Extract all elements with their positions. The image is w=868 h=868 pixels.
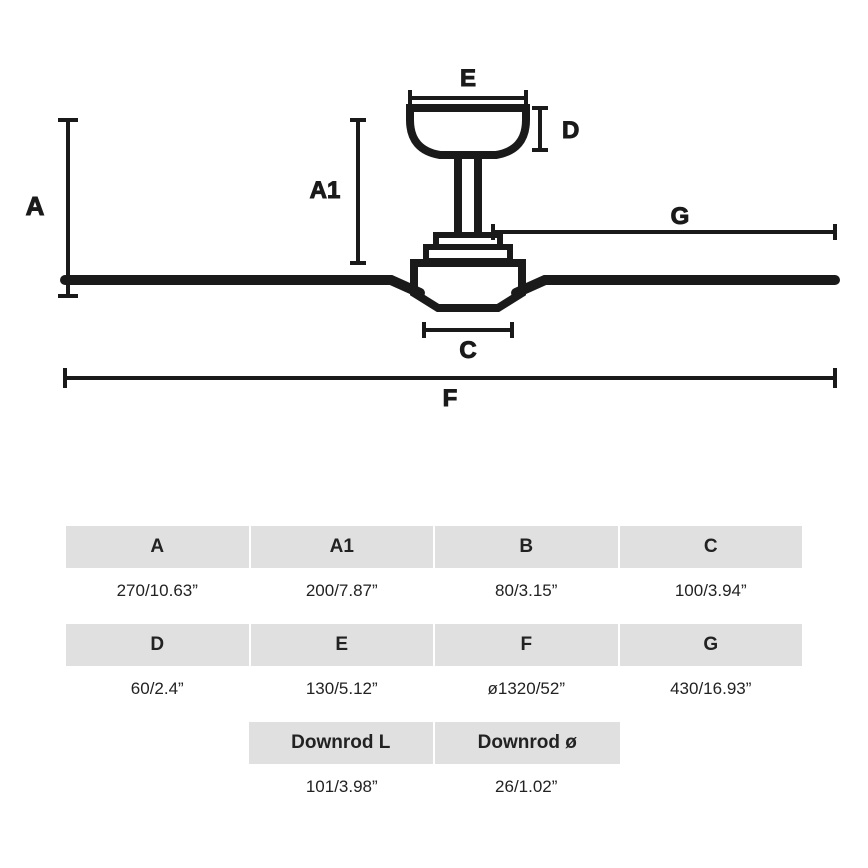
spec-row-1-values: 270/10.63” 200/7.87” 80/3.15” 100/3.94” xyxy=(65,569,803,623)
value-e: 130/5.12” xyxy=(250,667,435,721)
header-d: D xyxy=(66,624,249,666)
spec-row-3-values: 101/3.98” 26/1.02” xyxy=(65,765,803,819)
value-downrod-l: 101/3.98” xyxy=(250,765,435,819)
label-a: A xyxy=(26,191,45,221)
spec-row-2-headers: D E F G xyxy=(65,623,803,667)
header-g: G xyxy=(620,624,803,666)
fan-diagram: E D A1 A G xyxy=(0,0,868,420)
label-d: D xyxy=(562,117,579,144)
header-c: C xyxy=(620,526,803,568)
value-a: 270/10.63” xyxy=(65,569,250,623)
value-c: 100/3.94” xyxy=(619,569,804,623)
header-e: E xyxy=(251,624,434,666)
spec-table: A A1 B C 270/10.63” 200/7.87” 80/3.15” 1… xyxy=(65,525,803,819)
label-e: E xyxy=(460,65,476,92)
spec-row-1-headers: A A1 B C xyxy=(65,525,803,569)
header-b: B xyxy=(435,526,618,568)
value-f: ø1320/52” xyxy=(434,667,619,721)
label-f: F xyxy=(443,385,458,412)
header-a: A xyxy=(66,526,249,568)
header-a1: A1 xyxy=(251,526,434,568)
value-a1: 200/7.87” xyxy=(250,569,435,623)
value-d: 60/2.4” xyxy=(65,667,250,721)
label-g: G xyxy=(671,203,690,230)
header-f: F xyxy=(435,624,618,666)
header-downrod-l: Downrod L xyxy=(249,722,434,764)
value-b: 80/3.15” xyxy=(434,569,619,623)
spec-row-2-values: 60/2.4” 130/5.12” ø1320/52” 430/16.93” xyxy=(65,667,803,721)
value-g: 430/16.93” xyxy=(619,667,804,721)
fan-svg: E D A1 A G xyxy=(0,0,868,420)
label-a1: A1 xyxy=(310,177,341,204)
value-downrod-d: 26/1.02” xyxy=(434,765,619,819)
spec-row-3-headers: Downrod L Downrod ø xyxy=(65,721,803,765)
header-downrod-d: Downrod ø xyxy=(435,722,620,764)
label-c: C xyxy=(459,337,476,364)
